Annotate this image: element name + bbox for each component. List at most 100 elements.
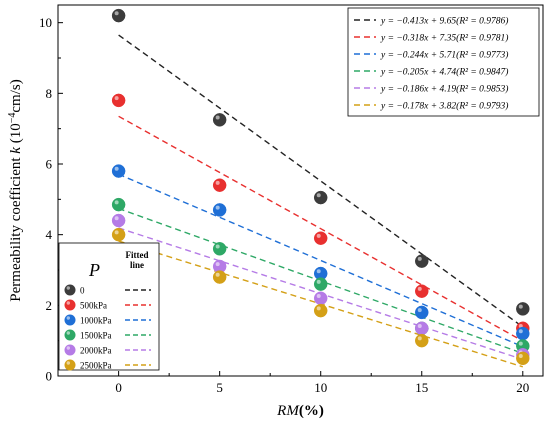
legend-label-1000kpa: 1000kPa bbox=[80, 316, 112, 326]
point-highlight bbox=[316, 306, 321, 311]
legend-label-1500kpa: 1500kPa bbox=[80, 331, 112, 341]
point-500kpa-15 bbox=[415, 284, 429, 298]
point-highlight bbox=[316, 269, 321, 274]
legend-marker-highlight bbox=[66, 286, 71, 290]
legend-marker-highlight bbox=[66, 316, 71, 320]
legend-title-line: Fitted line bbox=[126, 250, 149, 270]
legend-marker-500kpa bbox=[64, 299, 76, 311]
plot-frame bbox=[57, 4, 544, 377]
point-highlight bbox=[114, 216, 119, 221]
point-highlight bbox=[215, 272, 220, 277]
point-highlight bbox=[417, 286, 422, 291]
point-1500kpa-5 bbox=[212, 242, 227, 256]
equation-1000kpa: y = −0.244x + 5.71(R² = 0.9773) bbox=[380, 50, 508, 61]
symbol-legend: P Fitted line 0 500kPa 1000kPa 1500kPa 2000kPa 2… bbox=[58, 242, 160, 371]
point-1000kpa-15 bbox=[415, 305, 429, 320]
point-highlight bbox=[316, 279, 321, 284]
point-2000kpa-10 bbox=[313, 291, 328, 306]
point-highlight bbox=[114, 230, 119, 235]
equation-2500kpa: y = −0.178x + 3.82(R² = 0.9793) bbox=[380, 101, 508, 112]
point-highlight bbox=[114, 200, 119, 205]
point-highlight bbox=[417, 336, 422, 341]
point-1500kpa-0 bbox=[111, 197, 126, 212]
x-tick-label: 0 bbox=[115, 380, 122, 395]
point-500kpa-10 bbox=[313, 231, 328, 245]
point-1000kpa-20 bbox=[516, 326, 530, 341]
legend-marker-1500kpa bbox=[64, 329, 76, 341]
legend-marker-highlight bbox=[66, 346, 71, 350]
point-2000kpa-0 bbox=[111, 213, 126, 228]
point-highlight bbox=[215, 115, 220, 120]
point-2500kpa-20 bbox=[516, 351, 530, 366]
legend-label-2000kpa: 2000kPa bbox=[80, 346, 112, 356]
x-tick-label: 15 bbox=[415, 380, 428, 395]
legend-marker-2500kpa bbox=[64, 359, 76, 371]
point-highlight bbox=[518, 329, 523, 334]
equation-legend: y = −0.413x + 9.65(R² = 0.9786) y = −0.31… bbox=[347, 7, 540, 117]
point-highlight bbox=[114, 11, 119, 16]
point-highlight bbox=[316, 233, 321, 238]
point-2500kpa-15 bbox=[415, 333, 429, 348]
x-axis-label: RM(%) bbox=[276, 403, 324, 419]
equation-2000kpa: y = −0.186x + 4.19(R² = 0.9853) bbox=[380, 84, 508, 95]
point-0-5 bbox=[212, 113, 227, 127]
point-highlight bbox=[518, 341, 523, 346]
point-1000kpa-5 bbox=[212, 203, 227, 217]
x-tick-label: 5 bbox=[216, 380, 223, 395]
legend-marker-highlight bbox=[66, 361, 71, 365]
point-1500kpa-10 bbox=[313, 277, 328, 291]
point-highlight bbox=[114, 96, 119, 101]
axes: 0 5 10 15 20 0 2 4 6 8 10 bbox=[39, 4, 544, 395]
point-highlight bbox=[215, 205, 220, 210]
equation-0: y = −0.413x + 9.65(R² = 0.9786) bbox=[380, 16, 508, 27]
y-tick-label: 8 bbox=[46, 86, 53, 101]
equation-legend-box bbox=[347, 7, 540, 117]
point-2500kpa-10 bbox=[313, 303, 328, 318]
y-tick-label: 4 bbox=[46, 227, 53, 242]
symbol-legend-box bbox=[58, 242, 160, 371]
point-highlight bbox=[417, 256, 422, 261]
point-highlight bbox=[518, 354, 523, 359]
point-highlight bbox=[417, 324, 422, 328]
point-highlight bbox=[417, 308, 422, 313]
legend-marker-0 bbox=[64, 284, 76, 296]
point-0-0 bbox=[111, 8, 126, 23]
fit-line-0 bbox=[118, 34, 524, 328]
point-highlight bbox=[215, 244, 220, 249]
y-tick-label: 2 bbox=[46, 298, 53, 313]
y-tick-label: 6 bbox=[46, 157, 53, 172]
point-2500kpa-5 bbox=[212, 270, 227, 284]
y-tick-label: 0 bbox=[46, 369, 53, 384]
fit-line-500kpa bbox=[118, 115, 524, 342]
point-highlight bbox=[215, 180, 220, 185]
y-tick-label: 10 bbox=[39, 15, 52, 30]
equation-1500kpa: y = −0.205x + 4.74(R² = 0.9847) bbox=[380, 67, 508, 78]
fit-line-1000kpa bbox=[118, 173, 524, 348]
legend-label-500kpa: 500kPa bbox=[80, 301, 107, 311]
point-highlight bbox=[114, 166, 119, 171]
data-points bbox=[111, 8, 530, 366]
point-500kpa-0 bbox=[111, 93, 126, 108]
point-0-10 bbox=[313, 190, 328, 205]
point-0-15 bbox=[415, 254, 429, 268]
point-highlight bbox=[215, 262, 220, 267]
point-1000kpa-0 bbox=[111, 164, 126, 178]
point-highlight bbox=[518, 304, 523, 309]
point-highlight bbox=[316, 293, 321, 298]
x-tick-label: 10 bbox=[314, 380, 327, 395]
y-axis-label: Permeability coefficient k (10−4cm/s) bbox=[7, 79, 25, 301]
point-highlight bbox=[316, 193, 321, 198]
point-0-20 bbox=[516, 302, 530, 316]
legend-title-symbol: P bbox=[88, 260, 100, 280]
legend-marker-highlight bbox=[66, 331, 71, 335]
equation-500kpa: y = −0.318x + 7.35(R² = 0.9781) bbox=[380, 33, 508, 44]
legend-label-2500kpa: 2500kPa bbox=[80, 361, 112, 371]
x-tick-label: 20 bbox=[516, 380, 529, 395]
legend-label-0: 0 bbox=[80, 286, 85, 296]
point-2000kpa-15 bbox=[415, 321, 429, 336]
legend-marker-highlight bbox=[66, 301, 71, 305]
legend-marker-1000kpa bbox=[64, 314, 76, 326]
point-500kpa-5 bbox=[212, 178, 227, 192]
point-2500kpa-0 bbox=[111, 227, 126, 242]
